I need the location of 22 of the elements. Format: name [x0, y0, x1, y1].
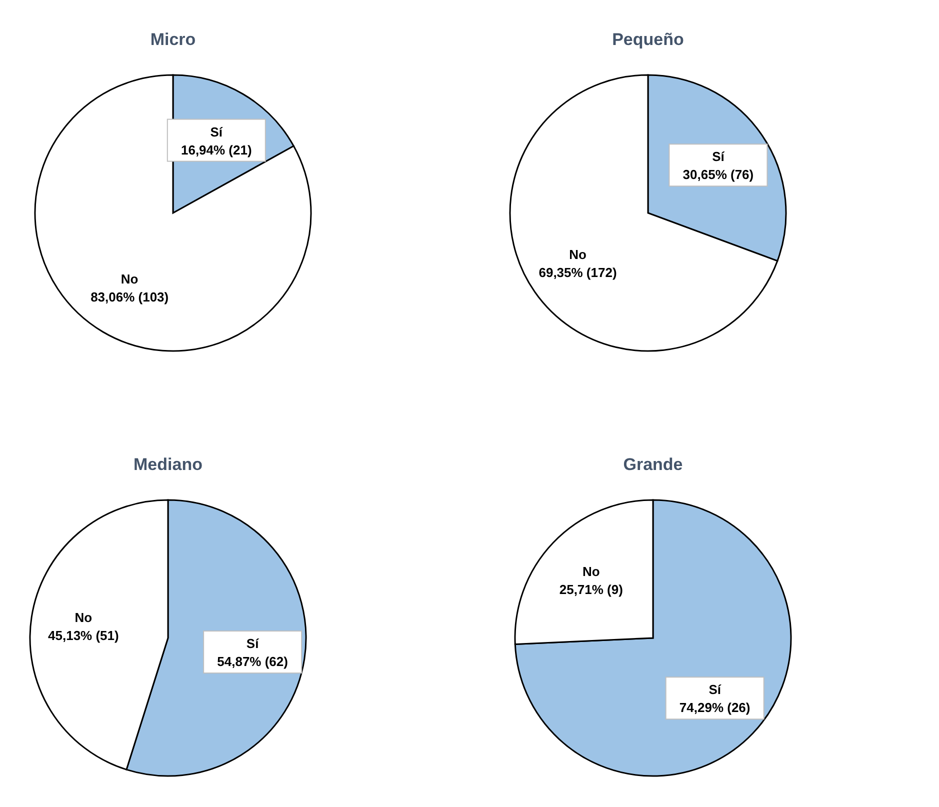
- data-label: 74,29% (26): [679, 700, 750, 716]
- chart-title: Mediano: [134, 455, 202, 474]
- pie-slice: [34, 74, 312, 352]
- slice-label: No: [569, 246, 586, 262]
- slice-label: Sí: [246, 636, 260, 652]
- data-label: 54,87% (62): [217, 654, 288, 670]
- chart-title: Pequeño: [612, 30, 684, 49]
- data-label: 83,06% (103): [90, 290, 169, 305]
- slice-label: Sí: [210, 124, 223, 140]
- slice-label: Sí: [712, 149, 725, 164]
- data-label: 25,71% (9): [559, 582, 623, 597]
- chart-title: Grande: [623, 455, 683, 474]
- data-label: 45,13% (51): [48, 628, 119, 643]
- slice-label: No: [582, 564, 600, 579]
- data-label: 30,65% (76): [682, 167, 754, 182]
- pie-slice: [514, 499, 792, 777]
- slice-label: No: [74, 610, 92, 625]
- data-label: 69,35% (172): [538, 264, 617, 280]
- slice-label: Sí: [708, 682, 722, 698]
- chart-title: Micro: [150, 30, 196, 49]
- data-label: 16,94% (21): [180, 142, 252, 158]
- slice-label: No: [120, 272, 138, 287]
